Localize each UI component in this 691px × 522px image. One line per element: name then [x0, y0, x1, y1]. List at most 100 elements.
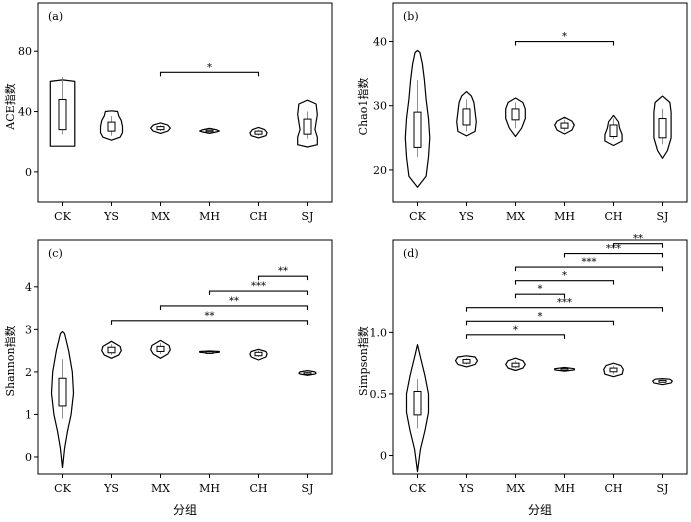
- x-tick-label-ys: YS: [458, 482, 474, 495]
- y-tick-label: 4: [25, 281, 32, 294]
- violin-ys: [454, 355, 479, 368]
- violin-mh: [554, 116, 575, 135]
- significance-bracket: [257, 275, 309, 281]
- box-ys: [462, 108, 471, 126]
- significance-bracket: [465, 320, 615, 326]
- box-mx: [511, 108, 520, 121]
- violin-ch: [249, 126, 268, 139]
- x-tick-label-ck: CK: [409, 482, 426, 495]
- y-tick-label: 30: [373, 100, 387, 113]
- y-axis-label: Simpson指数: [356, 326, 370, 396]
- significance-label: **: [633, 234, 643, 245]
- y-tick-label: 40: [373, 36, 387, 49]
- significance-bracket: [612, 243, 664, 248]
- box-ck: [58, 377, 67, 407]
- x-tick-label-ch: CH: [249, 482, 267, 495]
- y-tick-label: 1.0: [370, 326, 388, 339]
- significance-bracket: [514, 293, 566, 299]
- box-ys: [462, 358, 471, 364]
- y-tick-label: 0: [25, 166, 32, 179]
- box-mx: [156, 126, 165, 131]
- violin-ck: [405, 344, 430, 473]
- box-ch: [609, 124, 618, 138]
- y-tick-label: 40: [18, 106, 32, 119]
- x-tick-label-mh: MH: [199, 210, 220, 223]
- x-tick-label-mx: MX: [506, 482, 525, 495]
- box-ck: [413, 390, 422, 416]
- plot-frame: [37, 2, 333, 203]
- significance-label: *: [513, 325, 518, 336]
- significance-label: ***: [251, 281, 266, 292]
- y-tick-label: 0: [25, 451, 32, 464]
- significance-label: **: [229, 296, 239, 307]
- x-tick-label-ck: CK: [409, 210, 426, 223]
- box-mh: [205, 129, 214, 133]
- violin-sj: [653, 95, 672, 159]
- panel-label: (d): [403, 247, 419, 260]
- x-tick-label-ys: YS: [458, 210, 474, 223]
- violin-mh: [199, 127, 220, 134]
- box-sj: [303, 118, 312, 135]
- y-axis-label: Chao1指数: [356, 78, 370, 136]
- significance-label: **: [205, 311, 215, 322]
- violin-sj: [298, 370, 317, 376]
- violin-ck: [50, 330, 75, 469]
- violin-ck: [404, 49, 431, 188]
- x-tick-label-sj: SJ: [657, 210, 669, 223]
- significance-label: **: [278, 266, 288, 277]
- violin-ch: [604, 114, 623, 147]
- x-tick-label-sj: SJ: [302, 482, 314, 495]
- x-tick-label-ys: YS: [103, 210, 119, 223]
- panel-label: (a): [48, 10, 63, 23]
- y-tick-label: 2: [25, 366, 32, 379]
- significance-bracket: [514, 40, 615, 46]
- box-ck: [413, 111, 422, 148]
- y-tick-label: 0.5: [370, 388, 388, 401]
- violin-sj: [297, 99, 318, 148]
- significance-bracket: [514, 266, 664, 272]
- significance-bracket: [159, 71, 260, 77]
- significance-label: ***: [582, 257, 597, 268]
- panel-label: (b): [403, 10, 419, 23]
- box-mh: [560, 368, 569, 371]
- y-tick-label: 3: [25, 323, 32, 336]
- significance-bracket: [110, 320, 309, 325]
- violin-ck: [49, 79, 76, 147]
- box-mx: [156, 345, 165, 352]
- significance-bracket: [514, 280, 615, 285]
- x-tick-label-ch: CH: [604, 482, 622, 495]
- x-tick-label-sj: SJ: [657, 482, 669, 495]
- violin-mx: [150, 339, 171, 359]
- box-ys: [107, 346, 116, 354]
- x-tick-label-mx: MX: [151, 482, 170, 495]
- box-ys: [107, 121, 116, 132]
- significance-label: ***: [606, 244, 621, 255]
- violin-ys: [99, 110, 124, 141]
- x-tick-label-ck: CK: [54, 482, 71, 495]
- significance-bracket: [159, 305, 309, 310]
- panel-label: (c): [48, 247, 63, 260]
- y-tick-label: 1: [25, 408, 32, 421]
- significance-label: *: [207, 62, 212, 73]
- y-tick-label: 20: [373, 164, 387, 177]
- box-ck: [58, 98, 67, 131]
- box-ch: [254, 130, 263, 135]
- box-mh: [205, 351, 214, 354]
- x-axis-label: 分组: [528, 503, 552, 517]
- x-tick-label-mh: MH: [554, 210, 575, 223]
- panel-1: (a) 0 40 80 ACE指数 CK YS MX MH CH SJ *: [3, 2, 333, 223]
- violin-ch: [603, 362, 624, 378]
- violin-sj: [652, 378, 673, 386]
- x-tick-label-ck: CK: [54, 210, 71, 223]
- box-sj: [658, 118, 667, 139]
- plot-frame: [392, 2, 688, 203]
- box-mx: [511, 362, 520, 368]
- violin-mx: [505, 97, 526, 138]
- violin-mh: [554, 366, 575, 372]
- x-tick-label-mx: MX: [506, 210, 525, 223]
- significance-label: *: [562, 32, 567, 43]
- significance-bracket: [563, 252, 664, 258]
- significance-bracket: [208, 290, 309, 296]
- x-tick-label-mh: MH: [554, 482, 575, 495]
